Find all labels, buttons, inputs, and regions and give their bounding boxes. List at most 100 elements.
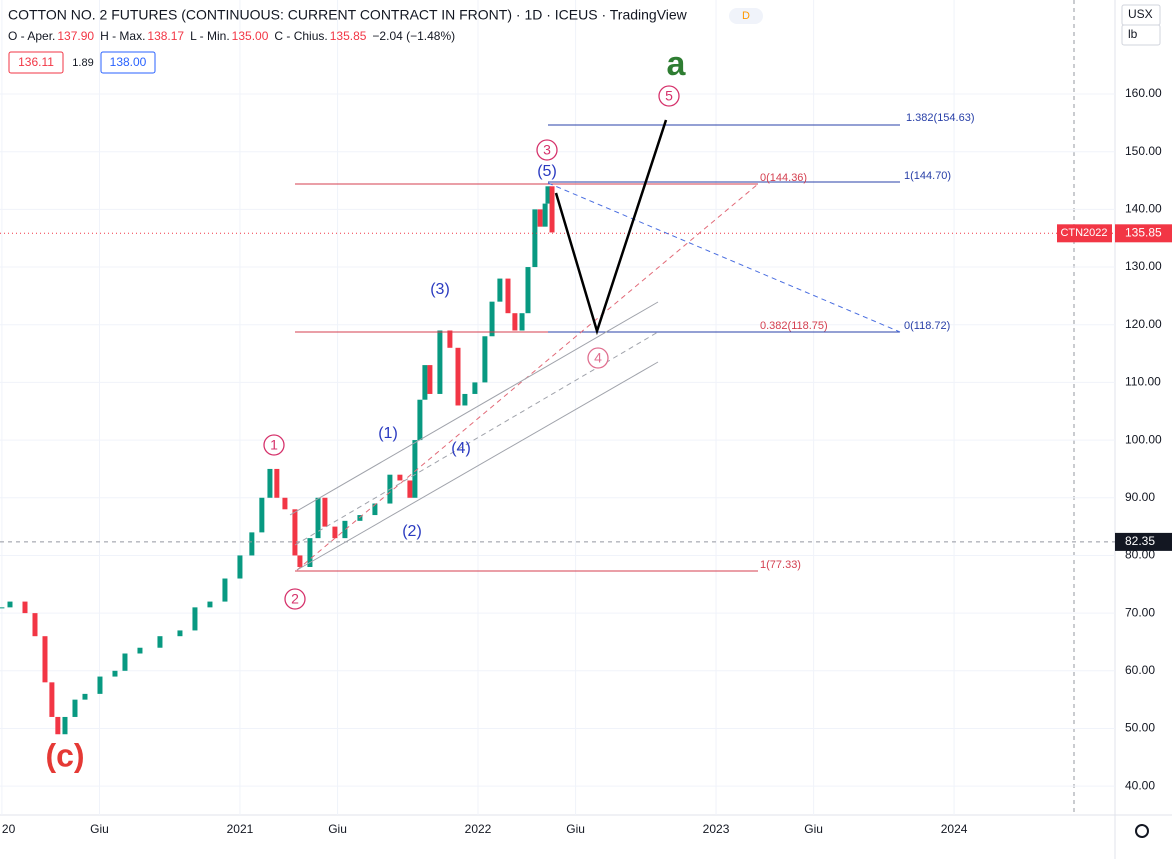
candle [447,330,453,348]
candle [62,716,68,735]
y-tick-label: 40.00 [1125,778,1155,792]
annotation: 1 [270,437,278,453]
x-tick-label: 2023 [703,822,730,836]
annotation: (4) [451,440,471,457]
candle [157,636,163,648]
symbol-tag-bg [1057,224,1112,243]
candle [505,278,511,314]
candle [322,497,328,527]
candle [22,601,28,614]
x-tick-label: Giu [328,822,347,836]
annotation: 3 [543,142,551,158]
projection [554,119,668,336]
y-tick-label: 50.00 [1125,721,1155,735]
crosshair-bg [1115,532,1172,551]
candle [315,497,321,539]
candle [512,313,518,331]
x-tick-label: Giu [566,822,585,836]
candle [372,503,378,516]
candle [0,607,5,609]
annotation: 4 [594,350,602,366]
annotation: 0(118.72) [904,320,950,332]
drawing [547,182,901,333]
badge-d: D [742,10,750,22]
settings-icon[interactable] [1135,824,1149,838]
y-tick-label: 120.00 [1125,317,1162,331]
candle [237,555,243,579]
last-price-bg [1115,224,1172,243]
x-tick-label: 2021 [227,822,254,836]
candle [292,509,298,556]
candle [342,520,348,539]
candle [42,636,48,683]
candle [55,716,61,735]
annotation: (5) [537,163,557,180]
candle [397,474,403,481]
y-tick-label: 140.00 [1125,202,1162,216]
candle [32,613,38,637]
candle [137,647,143,654]
y-tick-label: 130.00 [1125,259,1162,273]
candle [545,186,551,204]
unit-select[interactable] [1121,24,1161,46]
wave-circle [263,434,285,456]
candle [72,699,78,717]
candle [274,468,280,498]
spread[interactable]: 1.89 [72,57,93,69]
currency: USX [1128,7,1153,21]
x-tick-label: Giu [90,822,109,836]
drawing [289,301,659,516]
candle [97,676,103,694]
annotation: (1) [378,425,398,442]
candle [532,209,538,268]
x-tick-label: 2024 [941,822,968,836]
annotation: 0(144.36) [760,172,807,184]
candle [207,601,213,608]
ohlc-item: 135.00 [232,29,269,43]
ohlc-item: 138.17 [147,29,184,43]
title: COTTON NO. 2 FUTURES (CONTINUOUS: CURREN… [8,7,688,23]
candle [472,382,478,394]
x-tick-label: Giu [804,822,823,836]
y-tick-label: 60.00 [1125,663,1155,677]
annotation: 2 [291,591,299,607]
ohlc-item: C - Chius. [274,29,327,43]
y-tick-label: 80.00 [1125,548,1155,562]
crosshair-label: 82.35 [1125,534,1155,548]
drawing [294,331,659,546]
y-tick-label: 150.00 [1125,144,1162,158]
candle [177,630,183,637]
candle [192,607,198,631]
candle [437,330,443,394]
candle [122,653,128,671]
candle [222,578,228,602]
symbol-tag: CTN2022 [1060,227,1107,239]
ohlc-item: 137.90 [57,29,94,43]
annotation: 1.382(154.63) [906,112,975,124]
candle [462,393,468,406]
drawing [296,361,659,571]
candle [332,526,338,539]
candle [112,670,118,677]
candle [7,601,13,608]
candle [489,301,495,337]
badge [729,8,763,24]
y-tick-label: 100.00 [1125,432,1162,446]
annotation: 0.382(118.75) [760,320,828,332]
candle [482,336,488,383]
x-tick-label: 20 [2,822,16,836]
annotation: (c) [45,737,84,773]
candle [497,278,503,302]
candle [49,682,55,717]
candle [282,497,288,510]
candle [267,468,273,498]
candle [537,209,543,227]
y-tick-label: 160.00 [1125,86,1162,100]
candle [422,365,428,400]
annotation: 1(77.33) [760,559,801,571]
wave-circle [587,347,609,369]
y-tick-label: 110.00 [1125,375,1161,389]
candle [525,267,531,314]
sell-price: 136.11 [18,55,54,69]
